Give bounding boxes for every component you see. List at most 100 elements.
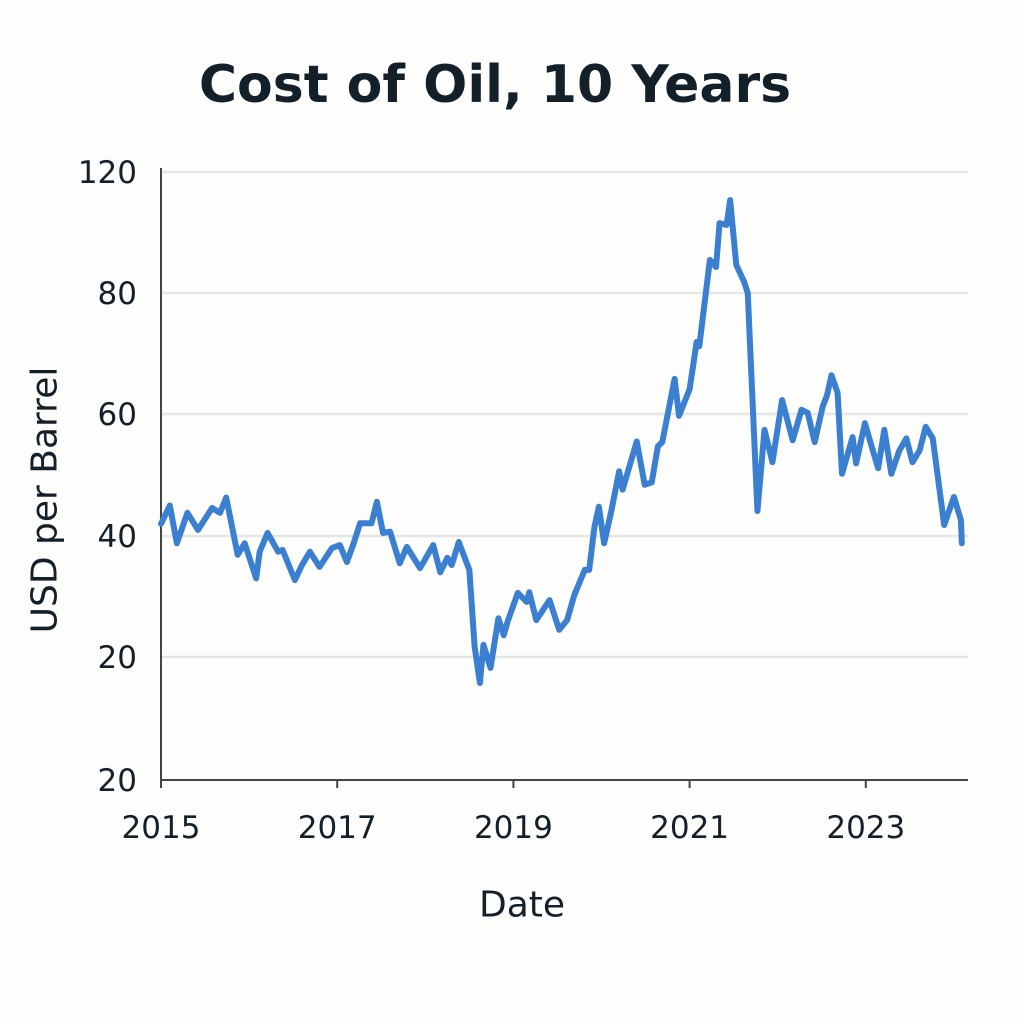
data-point	[209, 505, 215, 511]
data-point	[515, 590, 521, 596]
data-point	[798, 407, 804, 413]
data-point	[616, 468, 622, 474]
data-point	[959, 540, 965, 546]
y-tick-label: 120	[78, 155, 137, 191]
data-point	[280, 547, 286, 553]
data-point	[449, 562, 455, 568]
data-point	[292, 577, 298, 583]
data-point	[417, 565, 423, 571]
data-point	[862, 420, 868, 426]
data-point	[958, 517, 964, 523]
data-point	[634, 438, 640, 444]
data-point	[687, 386, 693, 392]
data-point	[655, 443, 661, 449]
data-point	[694, 339, 700, 345]
data-point	[582, 567, 588, 573]
data-point	[374, 499, 380, 505]
data-point	[741, 279, 747, 285]
x-tick-label: 2023	[826, 810, 905, 846]
data-point	[820, 404, 826, 410]
data-point	[835, 390, 841, 396]
data-point	[951, 494, 957, 500]
data-point	[380, 530, 386, 536]
data-point	[649, 479, 655, 485]
data-point	[601, 540, 607, 546]
y-tick-label: 80	[98, 276, 137, 312]
data-point	[812, 439, 818, 445]
data-point	[930, 435, 936, 441]
data-point	[217, 510, 223, 516]
data-point	[357, 520, 363, 526]
data-point	[158, 521, 164, 527]
data-point	[828, 372, 834, 378]
data-point	[923, 424, 929, 430]
data-point	[659, 439, 665, 445]
data-point	[257, 549, 263, 555]
data-point	[564, 617, 570, 623]
x-tick-label: 2021	[650, 810, 729, 846]
y-tick-label: 60	[98, 397, 137, 433]
data-point	[707, 257, 713, 263]
data-point	[397, 560, 403, 566]
data-point	[724, 222, 730, 228]
data-point	[586, 567, 592, 573]
data-point	[444, 555, 450, 561]
data-point	[571, 592, 577, 598]
data-point	[472, 644, 478, 650]
data-point	[779, 397, 785, 403]
data-point	[526, 589, 532, 595]
data-point	[745, 290, 751, 296]
data-point	[265, 530, 271, 536]
y-tick-label: 40	[98, 519, 137, 555]
data-point	[608, 509, 614, 515]
data-point	[387, 529, 393, 535]
data-point	[556, 627, 562, 633]
data-point	[223, 495, 229, 501]
data-point	[875, 465, 881, 471]
data-point	[307, 549, 313, 555]
data-point	[824, 392, 830, 398]
data-point	[533, 617, 539, 623]
data-point	[369, 520, 375, 526]
data-point	[888, 471, 894, 477]
data-point	[466, 567, 472, 573]
data-point	[501, 632, 507, 638]
data-point	[591, 524, 597, 530]
data-point	[253, 575, 259, 581]
series-line	[158, 197, 965, 687]
data-point	[672, 376, 678, 382]
data-point	[477, 680, 483, 686]
data-point	[337, 542, 343, 548]
data-point	[317, 564, 323, 570]
data-point	[495, 615, 501, 621]
data-point	[174, 540, 180, 546]
data-point	[903, 435, 909, 441]
data-point	[430, 542, 436, 548]
x-axis-label: Date	[478, 884, 566, 926]
data-point	[941, 522, 947, 528]
data-point	[505, 617, 511, 623]
data-point	[350, 542, 356, 548]
data-point	[344, 559, 350, 565]
data-point	[761, 427, 767, 433]
data-point	[242, 540, 248, 546]
data-point	[596, 504, 602, 510]
data-point	[299, 562, 305, 568]
data-point	[275, 549, 281, 555]
data-point	[195, 527, 201, 533]
y-tick-label: 20	[98, 640, 137, 676]
data-point	[850, 434, 856, 440]
y-tick-label: 20	[98, 763, 137, 799]
data-point	[713, 264, 719, 270]
data-point	[853, 460, 859, 466]
x-tick-label: 2019	[474, 810, 553, 846]
data-point	[896, 448, 902, 454]
data-point	[727, 197, 733, 203]
data-point	[524, 599, 530, 605]
x-tick-label: 2017	[298, 810, 377, 846]
data-point	[754, 508, 760, 514]
chart-title: Cost of Oil, 10 Years	[198, 55, 792, 115]
data-point	[696, 343, 702, 349]
data-point	[184, 510, 190, 516]
